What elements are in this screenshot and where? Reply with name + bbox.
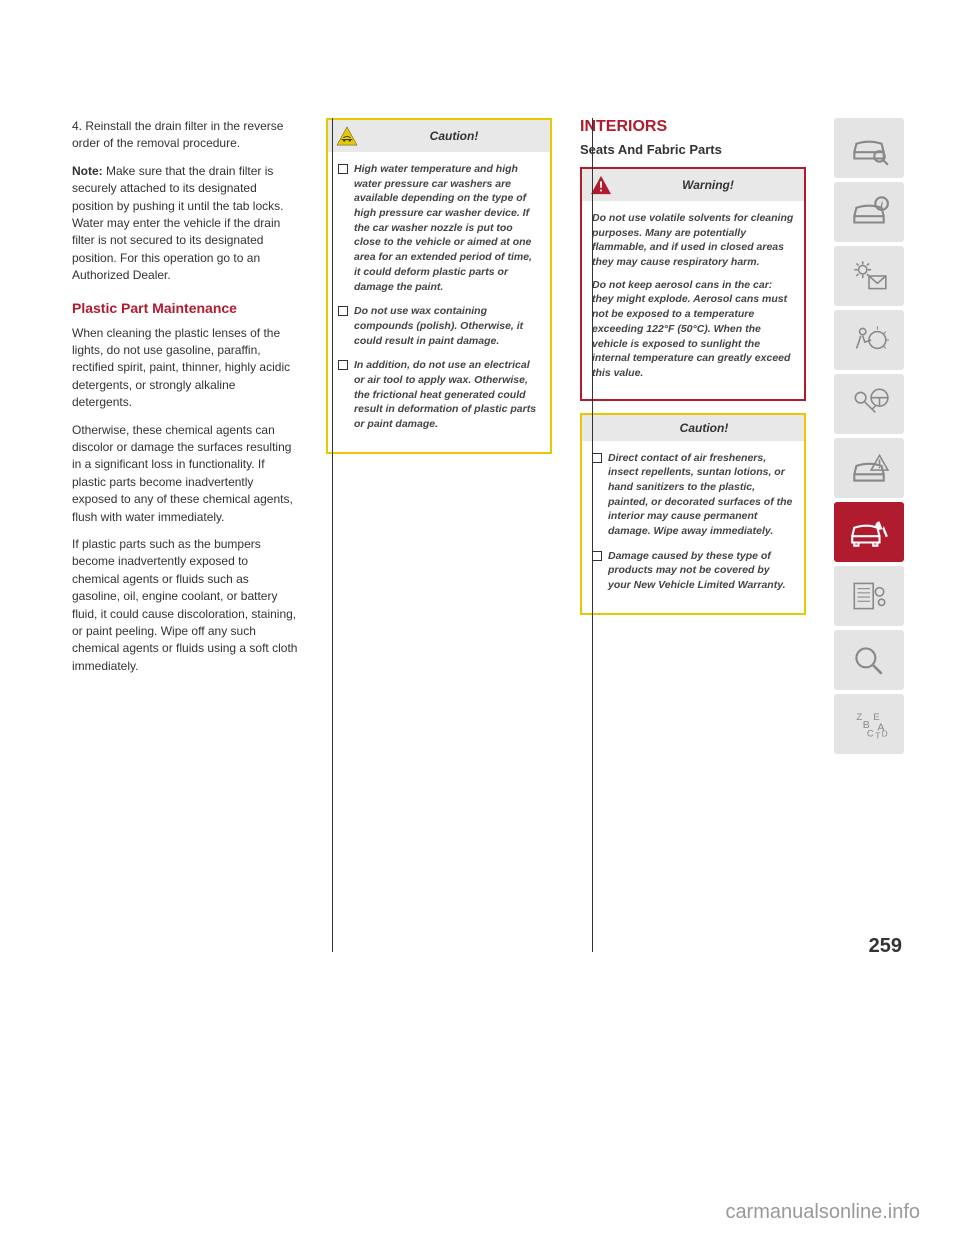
step-4-text: 4. Reinstall the drain filter in the rev…: [72, 118, 298, 153]
bullet-box-icon: [338, 164, 348, 174]
nav-icon-7-active[interactable]: [834, 502, 904, 562]
svg-text:Z: Z: [856, 712, 862, 723]
airbag-icon: [848, 321, 890, 359]
caution-body-2: Direct contact of air fresheners, insect…: [582, 441, 804, 613]
note-text: Note: Make sure that the drain filter is…: [72, 163, 298, 285]
column-1: 4. Reinstall the drain filter in the rev…: [72, 118, 298, 950]
car-info-icon: i: [848, 193, 890, 231]
key-wheel-icon: [848, 385, 890, 423]
seats-subheading: Seats And Fabric Parts: [580, 142, 806, 157]
bullet-box-icon: [592, 551, 602, 561]
nav-icon-1[interactable]: [834, 118, 904, 178]
caution1-bullet-0: High water temperature and high water pr…: [338, 162, 540, 294]
interiors-heading: INTERIORS: [580, 118, 806, 136]
car-search-icon: [848, 129, 890, 167]
caution-body-1: High water temperature and high water pr…: [328, 152, 550, 452]
nav-sidebar: i ZBEACTD: [834, 118, 912, 950]
bullet-box-icon: [338, 306, 348, 316]
warning-p2: Do not keep aerosol cans in the car: the…: [592, 278, 794, 381]
plastic-part-heading: Plastic Part Maintenance: [72, 299, 298, 317]
caution2-text-0: Direct contact of air fresheners, insect…: [608, 451, 794, 539]
warning-p1: Do not use volatile solvents for cleanin…: [592, 211, 794, 270]
warning-body: Do not use volatile solvents for cleanin…: [582, 201, 804, 399]
bullet-box-icon: [592, 453, 602, 463]
caution1-text-2: In addition, do not use an electrical or…: [354, 358, 540, 431]
caution-title-1: Caution!: [366, 129, 542, 143]
svg-text:D: D: [882, 729, 888, 739]
car-warn-icon: [848, 449, 890, 487]
caution1-text-1: Do not use wax containing compounds (pol…: [354, 304, 540, 348]
sun-mail-icon: [848, 257, 890, 295]
plastic-p2: Otherwise, these chemical agents can dis…: [72, 422, 298, 526]
warning-title: Warning!: [620, 178, 796, 192]
nav-icon-9[interactable]: [834, 630, 904, 690]
nav-icon-5[interactable]: [834, 374, 904, 434]
search-icon: [848, 641, 890, 679]
footer-watermark: carmanualsonline.info: [725, 1201, 920, 1224]
car-wrench-icon: [848, 513, 890, 551]
warning-box: Warning! Do not use volatile solvents fo…: [580, 167, 806, 401]
page-content: 4. Reinstall the drain filter in the rev…: [0, 0, 960, 980]
caution2-text-1: Damage caused by these type of products …: [608, 549, 794, 593]
caution-header-1: Caution!: [328, 120, 550, 152]
list-gear-icon: [848, 577, 890, 615]
caution-title-2: Caution!: [590, 421, 796, 435]
column-3: INTERIORS Seats And Fabric Parts Warning…: [580, 118, 806, 950]
caution-box-2: Caution! Direct contact of air freshener…: [580, 413, 806, 615]
nav-icon-3[interactable]: [834, 246, 904, 306]
caution1-bullet-1: Do not use wax containing compounds (pol…: [338, 304, 540, 348]
svg-text:C: C: [867, 729, 874, 740]
caution-icon: [336, 126, 358, 146]
warning-icon: [590, 175, 612, 195]
nav-icon-2[interactable]: i: [834, 182, 904, 242]
column-divider-2: [592, 118, 593, 952]
column-2: Caution! High water temperature and high…: [326, 118, 552, 950]
note-label: Note:: [72, 164, 103, 178]
nav-icon-8[interactable]: [834, 566, 904, 626]
caution2-bullet-0: Direct contact of air fresheners, insect…: [592, 451, 794, 539]
bullet-box-icon: [338, 360, 348, 370]
nav-icon-6[interactable]: [834, 438, 904, 498]
note-body: Make sure that the drain filter is secur…: [72, 164, 283, 282]
abc-icon: ZBEACTD: [848, 705, 890, 743]
page-number: 259: [869, 935, 902, 958]
svg-text:i: i: [880, 200, 883, 211]
warning-header: Warning!: [582, 169, 804, 201]
column-divider-1: [332, 118, 333, 952]
caution-box-1: Caution! High water temperature and high…: [326, 118, 552, 454]
caution1-text-0: High water temperature and high water pr…: [354, 162, 540, 294]
svg-text:T: T: [875, 731, 880, 741]
nav-icon-4[interactable]: [834, 310, 904, 370]
nav-icon-10[interactable]: ZBEACTD: [834, 694, 904, 754]
caution1-bullet-2: In addition, do not use an electrical or…: [338, 358, 540, 431]
caution2-bullet-1: Damage caused by these type of products …: [592, 549, 794, 593]
plastic-p1: When cleaning the plastic lenses of the …: [72, 325, 298, 412]
plastic-p3: If plastic parts such as the bumpers bec…: [72, 536, 298, 675]
caution-header-2: Caution!: [582, 415, 804, 441]
